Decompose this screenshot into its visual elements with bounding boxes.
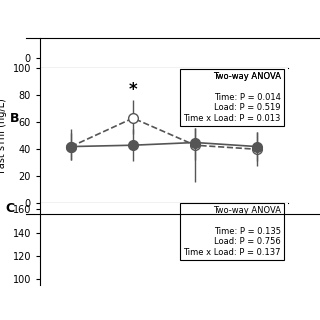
Text: Two-way ANOVA

Time: P = 0.135
Load: P = 0.756
Time x Load: P = 0.137: Two-way ANOVA Time: P = 0.135 Load: P = … (183, 206, 281, 257)
Text: Two-way ANOVA: Two-way ANOVA (212, 72, 281, 81)
Y-axis label: Fast sTnI (ng/L): Fast sTnI (ng/L) (0, 98, 7, 173)
Text: *: * (129, 81, 137, 99)
Text: C: C (5, 202, 14, 215)
Text: Two-way ANOVA

Time: P = 0.014
Load: P = 0.519
Time x Load: P = 0.013: Two-way ANOVA Time: P = 0.014 Load: P = … (183, 72, 281, 123)
Text: B: B (10, 112, 20, 125)
